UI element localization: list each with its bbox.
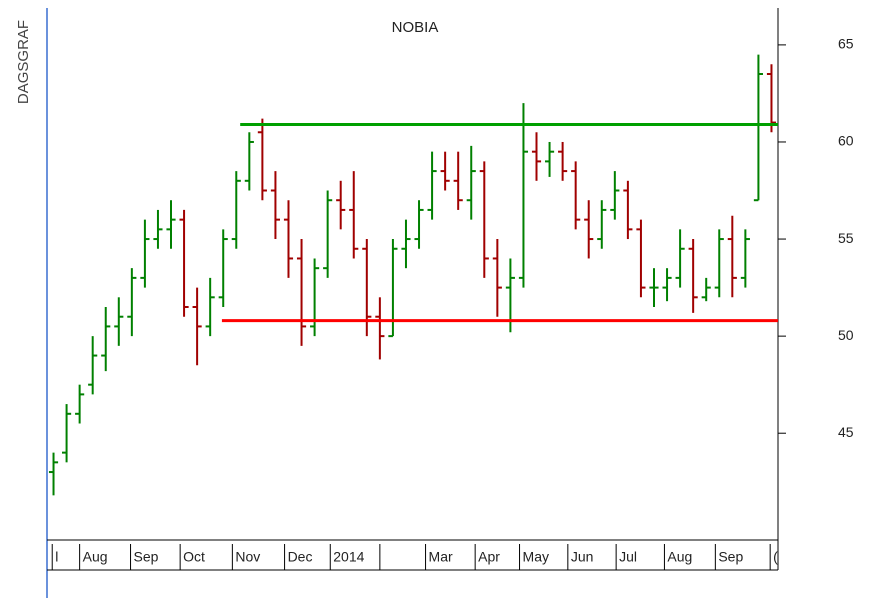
x-tick-label: May [523, 549, 549, 565]
y-tick-label: 65 [838, 36, 854, 52]
x-tick-label: ( [773, 549, 778, 565]
x-tick-label: Apr [478, 549, 500, 565]
x-tick-label: Dec [288, 549, 313, 565]
x-tick-label: Jul [619, 549, 637, 565]
x-tick-label: Jun [571, 549, 594, 565]
y-tick-label: 60 [838, 133, 854, 149]
side-label: DAGSGRAF [15, 20, 32, 104]
x-tick-label: Oct [183, 549, 205, 565]
x-tick-label: 2014 [333, 549, 364, 565]
x-tick-label: Aug [667, 549, 692, 565]
plot-area [47, 8, 778, 540]
y-tick-label: 50 [838, 327, 854, 343]
x-tick-label: Mar [429, 549, 453, 565]
y-tick-label: 55 [838, 230, 854, 246]
x-tick-label: l [55, 549, 58, 565]
x-tick-label: Nov [235, 549, 260, 565]
y-tick-label: 45 [838, 424, 854, 440]
x-tick-label: Sep [134, 549, 159, 565]
x-tick-label: Sep [718, 549, 743, 565]
x-tick-label: Aug [83, 549, 108, 565]
chart-title: NOBIA [392, 19, 439, 36]
